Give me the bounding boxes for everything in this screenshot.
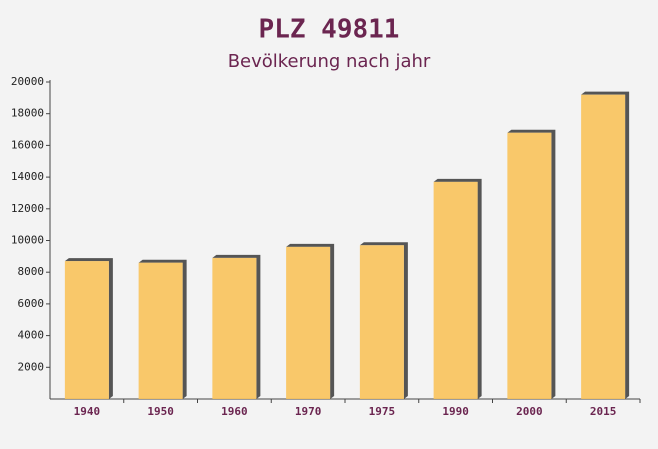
y-tick-label: 16000 xyxy=(11,138,44,151)
y-tick-label: 18000 xyxy=(11,107,44,120)
y-tick-label: 2000 xyxy=(18,360,45,373)
chart-title: PLZ 49811 xyxy=(259,15,400,45)
x-tick-label: 1940 xyxy=(74,405,101,418)
bar xyxy=(359,245,404,399)
x-tick-label: 1950 xyxy=(147,405,174,418)
x-tick-label: 2015 xyxy=(590,405,617,418)
x-tick-label: 1960 xyxy=(221,405,248,418)
y-tick-label: 8000 xyxy=(18,265,45,278)
bar xyxy=(138,262,183,399)
bar xyxy=(286,246,331,399)
x-tick-label: 1975 xyxy=(369,405,396,418)
bar xyxy=(507,132,552,399)
y-tick-label: 20000 xyxy=(11,75,44,88)
y-tick-label: 14000 xyxy=(11,170,44,183)
bar xyxy=(581,94,626,400)
x-tick-label: 1990 xyxy=(442,405,469,418)
x-tick-label: 1970 xyxy=(295,405,322,418)
y-tick-label: 10000 xyxy=(11,234,44,247)
bar xyxy=(433,181,478,399)
y-tick-label: 4000 xyxy=(18,329,45,342)
y-tick-label: 12000 xyxy=(11,202,44,215)
x-tick-label: 2000 xyxy=(516,405,543,418)
bar xyxy=(212,257,257,399)
chart-subtitle: Bevölkerung nach jahr xyxy=(228,51,431,72)
y-tick-label: 6000 xyxy=(18,297,45,310)
bar xyxy=(64,261,109,399)
